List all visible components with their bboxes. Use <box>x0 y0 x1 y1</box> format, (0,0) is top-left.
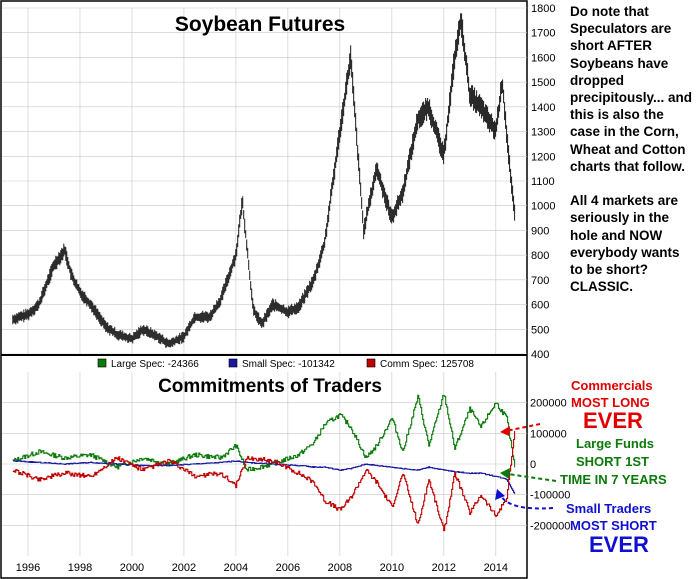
cot-y-tick-label: -200000 <box>530 520 570 532</box>
cot-legend: Large Spec: -24366 Small Spec: -101342 Com… <box>97 358 474 370</box>
price-y-tick-label: 1800 <box>531 3 555 15</box>
price-chart-title: Soybean Futures <box>175 13 345 36</box>
cot-x-tick-label: 2010 <box>380 562 404 574</box>
commentary-text: Do note that Speculators are short AFTER… <box>570 4 693 295</box>
legend-label: Small Spec: -101342 <box>242 359 335 370</box>
price-y-ticks: 1800 1700 1600 1500 1400 1300 1200 1100 1000 900 8… <box>531 3 555 361</box>
cot-series-large-spec <box>12 394 516 472</box>
cot-x-tick-label: 2012 <box>432 562 456 574</box>
cot-y-tick-label: 200000 <box>530 398 567 410</box>
cot-x-tick-label: 1996 <box>16 562 40 574</box>
price-grid <box>2 7 527 355</box>
price-y-tick-label: 700 <box>531 275 549 287</box>
small-traders-most-short: MOST SHORT <box>570 518 657 533</box>
price-y-tick-label: 900 <box>531 225 549 237</box>
cot-x-tick-label: 2004 <box>224 562 248 574</box>
cot-x-tick-label: 2008 <box>328 562 352 574</box>
cot-x-tick-label: 2000 <box>120 562 144 574</box>
legend-swatch <box>97 358 107 368</box>
price-bars <box>12 13 516 348</box>
small-traders-arrow <box>495 489 554 510</box>
price-y-tick-label: 1200 <box>531 151 555 163</box>
cot-lines <box>12 394 516 532</box>
price-y-tick-label: 1000 <box>531 201 555 213</box>
cot-y-tick-label: 0 <box>530 459 536 471</box>
commercials-arrow <box>500 423 541 436</box>
cot-series-small-spec <box>12 459 516 494</box>
cot-y-tick-label: -100000 <box>530 490 570 502</box>
cot-series-comm-spec <box>12 431 516 532</box>
price-y-tick-label: 1100 <box>531 176 555 188</box>
price-y-tick-label: 1700 <box>531 28 555 40</box>
large-funds-label: Large Funds <box>576 436 655 451</box>
cot-x-tick-label: 2006 <box>276 562 300 574</box>
price-y-tick-label: 600 <box>531 300 549 312</box>
legend-swatch <box>366 358 376 368</box>
commercials-label: Commercials <box>571 378 653 393</box>
price-y-tick-label: 1300 <box>531 127 555 139</box>
cot-x-tick-label: 1998 <box>68 562 92 574</box>
cot-x-tick-label: 2002 <box>172 562 196 574</box>
price-y-tick-label: 1400 <box>531 102 555 114</box>
large-funds-short: SHORT 1ST <box>576 454 649 469</box>
cot-y-ticks: 200000 100000 0 -100000 -200000 <box>530 398 570 533</box>
small-traders-label: Small Traders <box>566 501 652 516</box>
small-traders-ever: EVER <box>589 532 649 557</box>
legend-label: Large Spec: -24366 <box>111 359 199 370</box>
legend-swatch <box>228 358 238 368</box>
legend-label: Comm Spec: 125708 <box>380 359 474 370</box>
large-funds-time: TIME IN 7 YEARS <box>560 472 667 487</box>
commercials-most-long: MOST LONG <box>571 395 650 410</box>
price-y-tick-label: 500 <box>531 324 549 336</box>
large-funds-arrow <box>500 468 557 482</box>
commercials-ever: EVER <box>583 408 643 433</box>
cot-chart-title: Commitments of Traders <box>158 376 382 397</box>
price-y-tick-label: 800 <box>531 250 549 262</box>
cot-grid <box>2 372 527 556</box>
cot-y-tick-label: 100000 <box>530 428 567 440</box>
price-y-tick-label: 1600 <box>531 52 555 64</box>
price-y-tick-label: 1500 <box>531 77 555 89</box>
cot-x-ticks: 1996 1998 2000 2002 2004 2006 2008 2010 2012 2014 <box>16 562 508 574</box>
cot-x-tick-label: 2014 <box>484 562 508 574</box>
chart-frame <box>0 0 528 579</box>
price-y-tick-label: 400 <box>531 349 549 361</box>
